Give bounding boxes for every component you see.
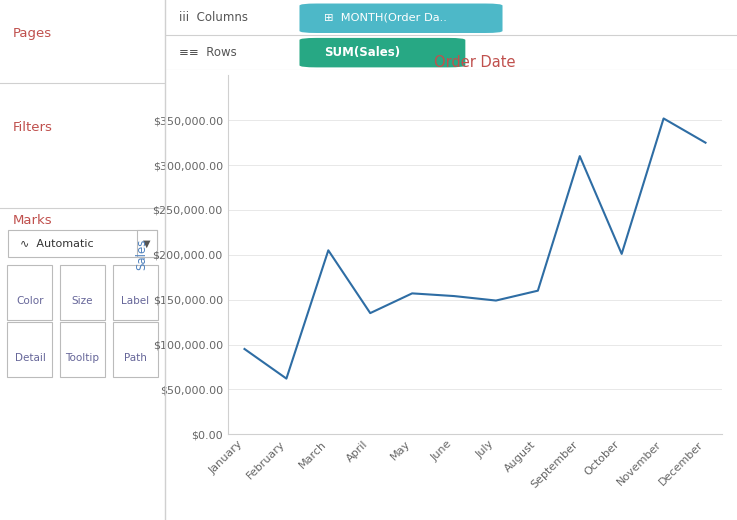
FancyBboxPatch shape xyxy=(8,230,157,257)
Y-axis label: Sales: Sales xyxy=(136,239,148,270)
FancyBboxPatch shape xyxy=(137,230,157,257)
Text: Marks: Marks xyxy=(13,214,53,228)
Text: Size: Size xyxy=(71,296,93,306)
FancyBboxPatch shape xyxy=(113,322,158,377)
FancyBboxPatch shape xyxy=(299,4,503,33)
Text: SUM(Sales): SUM(Sales) xyxy=(324,46,400,59)
Text: ⊞  MONTH(Order Da..: ⊞ MONTH(Order Da.. xyxy=(324,13,447,23)
Text: Detail: Detail xyxy=(15,353,46,363)
Text: iii  Columns: iii Columns xyxy=(179,11,248,24)
Text: ▼: ▼ xyxy=(143,239,150,249)
Text: ≡≡  Rows: ≡≡ Rows xyxy=(179,46,237,59)
FancyBboxPatch shape xyxy=(7,265,52,320)
Text: Pages: Pages xyxy=(13,27,52,40)
Text: ∿  Automatic: ∿ Automatic xyxy=(20,239,94,249)
Title: Order Date: Order Date xyxy=(434,55,516,70)
FancyBboxPatch shape xyxy=(113,265,158,320)
Text: Filters: Filters xyxy=(13,121,53,134)
FancyBboxPatch shape xyxy=(60,265,105,320)
FancyBboxPatch shape xyxy=(7,322,52,377)
Text: Label: Label xyxy=(121,296,149,306)
Text: Color: Color xyxy=(16,296,43,306)
Text: Tooltip: Tooltip xyxy=(66,353,99,363)
Text: Path: Path xyxy=(124,353,147,363)
FancyBboxPatch shape xyxy=(60,322,105,377)
FancyBboxPatch shape xyxy=(299,38,465,68)
